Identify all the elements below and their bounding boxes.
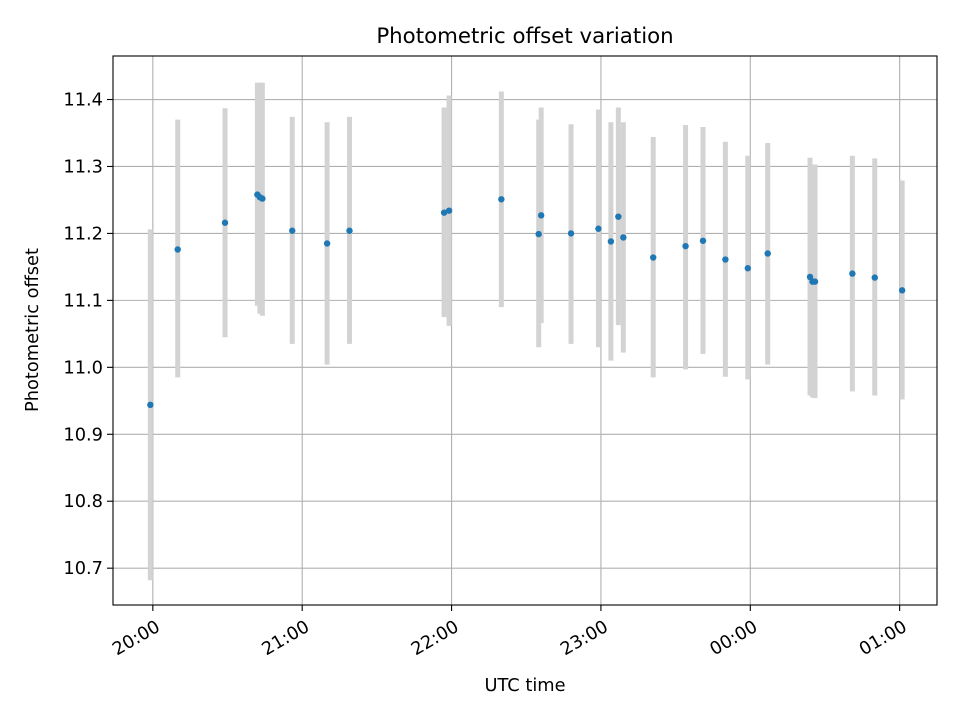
data-point: [764, 250, 771, 257]
x-axis-label: UTC time: [484, 675, 565, 696]
data-point: [535, 230, 542, 238]
data-point: [567, 230, 575, 237]
data-point: [221, 219, 229, 226]
y-tick-label: 11.2: [63, 223, 103, 244]
plot-area-frame: [112, 55, 938, 606]
y-tick-label: 10.9: [63, 424, 103, 445]
data-point: [445, 207, 453, 214]
data-point: [620, 234, 627, 241]
data-point: [147, 401, 154, 409]
data-point: [440, 209, 448, 216]
chart-title: Photometric offset variation: [376, 24, 673, 49]
data-point: [744, 265, 752, 272]
y-tick-label: 10.8: [63, 491, 103, 512]
data-point: [607, 238, 615, 245]
data-point: [871, 274, 878, 281]
data-point: [259, 195, 266, 202]
y-axis-label: Photometric offset: [22, 248, 43, 412]
data-point: [615, 213, 622, 220]
y-tick-label: 11.4: [63, 90, 103, 111]
data-point: [722, 256, 729, 263]
data-point: [537, 212, 545, 219]
data-point: [898, 287, 906, 294]
data-point: [811, 278, 819, 285]
data-point: [346, 227, 353, 234]
data-point: [323, 240, 331, 247]
y-tick-label: 11.3: [63, 156, 103, 177]
data-point: [595, 225, 602, 232]
data-point: [498, 196, 505, 203]
data-point: [699, 237, 707, 244]
y-tick-label: 11.1: [63, 290, 103, 311]
data-point: [806, 273, 814, 281]
data-points: [147, 191, 906, 409]
y-tick-label: 11.0: [63, 357, 103, 378]
data-point: [289, 227, 296, 234]
y-tick-label: 10.7: [63, 558, 103, 579]
y-axis-ticks: 10.7 10.8 10.9 11.0 11.1 11.2 11.3 11.4: [63, 90, 113, 579]
data-point: [174, 246, 181, 253]
data-point: [849, 270, 856, 277]
data-point: [682, 242, 689, 250]
data-point: [650, 254, 657, 261]
